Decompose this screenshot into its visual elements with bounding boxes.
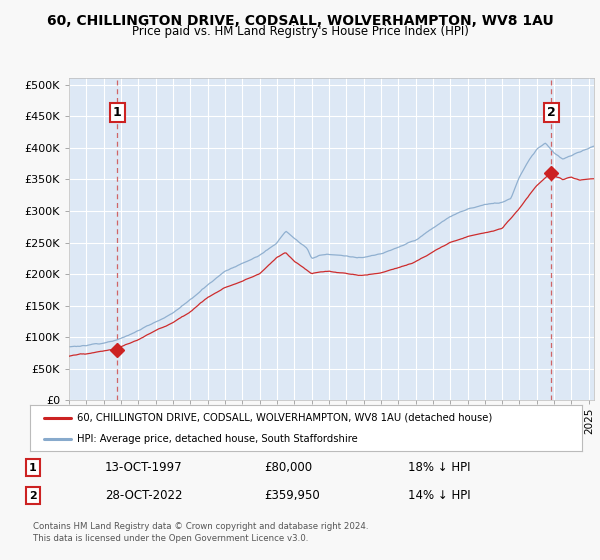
Text: 1: 1 [113,106,122,119]
Text: 2: 2 [547,106,556,119]
Text: Price paid vs. HM Land Registry's House Price Index (HPI): Price paid vs. HM Land Registry's House … [131,25,469,38]
Text: 14% ↓ HPI: 14% ↓ HPI [408,489,470,502]
Text: £80,000: £80,000 [264,461,312,474]
Text: 13-OCT-1997: 13-OCT-1997 [105,461,182,474]
Text: 1: 1 [29,463,37,473]
Text: 60, CHILLINGTON DRIVE, CODSALL, WOLVERHAMPTON, WV8 1AU: 60, CHILLINGTON DRIVE, CODSALL, WOLVERHA… [47,14,553,28]
Text: 60, CHILLINGTON DRIVE, CODSALL, WOLVERHAMPTON, WV8 1AU (detached house): 60, CHILLINGTON DRIVE, CODSALL, WOLVERHA… [77,413,492,423]
Text: HPI: Average price, detached house, South Staffordshire: HPI: Average price, detached house, Sout… [77,434,358,444]
Text: 2: 2 [29,491,37,501]
Text: Contains HM Land Registry data © Crown copyright and database right 2024.
This d: Contains HM Land Registry data © Crown c… [33,522,368,543]
Text: 18% ↓ HPI: 18% ↓ HPI [408,461,470,474]
Text: £359,950: £359,950 [264,489,320,502]
Text: 28-OCT-2022: 28-OCT-2022 [105,489,182,502]
